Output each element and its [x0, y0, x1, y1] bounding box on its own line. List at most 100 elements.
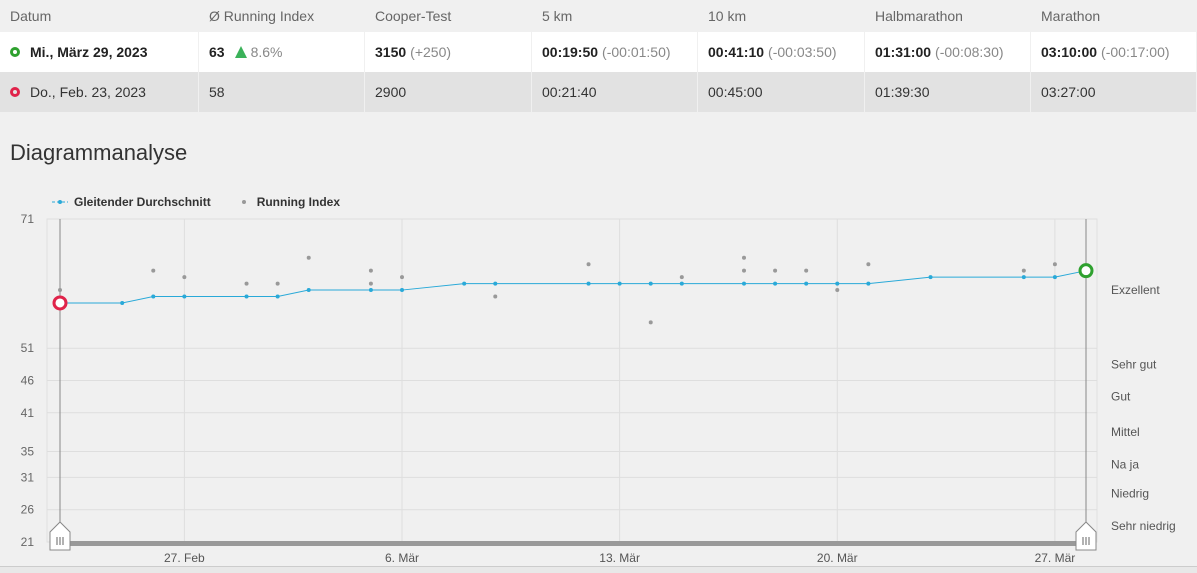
running-index-point[interactable]: [648, 320, 653, 325]
y-tick-label: 35: [21, 445, 35, 459]
header-10km[interactable]: 10 km: [708, 8, 747, 24]
comparison-table: Datum Ø Running Index Cooper-Test 5 km 1…: [0, 0, 1197, 112]
legend-running-index[interactable]: Running Index: [237, 195, 340, 209]
legend-moving-average-label: Gleitender Durchschnitt: [74, 195, 211, 209]
table-row-previous[interactable]: Do., Feb. 23, 2023 58 2900 00:21:40 00:4…: [0, 72, 1197, 112]
chart-legend: Gleitender Durchschnitt Running Index: [52, 195, 366, 209]
current-10km-change: (-00:03:50): [768, 44, 837, 60]
section-title: Diagrammanalyse: [10, 140, 188, 165]
current-marker[interactable]: [1078, 263, 1094, 279]
previous-marker-icon: [10, 87, 20, 97]
current-marathon: 03:10:00: [1041, 44, 1098, 60]
current-half-change: (-00:08:30): [935, 44, 1004, 60]
moving-average-point[interactable]: [773, 281, 778, 286]
header-marathon[interactable]: Marathon: [1041, 8, 1101, 24]
moving-average-point[interactable]: [151, 294, 156, 299]
trend-up-icon: [234, 46, 247, 58]
running-index-point[interactable]: [835, 288, 840, 293]
x-tick-label: 20. Mär: [817, 551, 858, 565]
running-index-point[interactable]: [151, 268, 156, 273]
header-date[interactable]: Datum: [10, 8, 52, 24]
running-index-point[interactable]: [368, 268, 373, 273]
header-running-index[interactable]: Ø Running Index: [209, 8, 315, 24]
previous-marker[interactable]: [52, 295, 68, 311]
category-label: Exzellent: [1111, 283, 1160, 297]
range-start-handle[interactable]: [49, 521, 71, 551]
running-index-point[interactable]: [400, 275, 404, 280]
running-index-point[interactable]: [306, 255, 311, 260]
moving-average-point[interactable]: [679, 281, 684, 286]
previous-marathon: 03:27:00: [1031, 72, 1197, 112]
legend-running-index-label: Running Index: [256, 195, 341, 209]
category-label: Gut: [1111, 390, 1131, 404]
table-row-current[interactable]: Mi., März 29, 2023 63 8.6% 3150 (+250) 0…: [0, 32, 1197, 72]
running-index-point[interactable]: [244, 281, 249, 286]
moving-average-point[interactable]: [400, 288, 404, 293]
running-index-point[interactable]: [1052, 262, 1057, 267]
range-slider-track[interactable]: [60, 541, 1086, 546]
category-label: Sehr niedrig: [1111, 519, 1176, 533]
moving-average-point[interactable]: [462, 281, 467, 286]
moving-average-line: [60, 270, 1087, 304]
y-tick-label: 71: [21, 212, 35, 226]
x-tick-label: 27. Feb: [164, 551, 205, 565]
previous-date: Do., Feb. 23, 2023: [30, 84, 146, 100]
current-running-index-change: 8.6%: [250, 44, 283, 60]
running-index-point[interactable]: [1021, 268, 1026, 273]
legend-moving-average[interactable]: Gleitender Durchschnitt: [52, 195, 211, 209]
running-index-point[interactable]: [493, 294, 498, 299]
moving-average-point[interactable]: [182, 294, 187, 299]
running-index-point[interactable]: [742, 268, 746, 273]
moving-average-point[interactable]: [368, 288, 373, 293]
moving-average-point[interactable]: [120, 300, 125, 305]
previous-half: 01:39:30: [865, 72, 1031, 112]
header-5km[interactable]: 5 km: [542, 8, 573, 24]
category-label: Na ja: [1111, 457, 1139, 471]
moving-average-point[interactable]: [1052, 275, 1057, 280]
running-index-legend-icon: [241, 200, 246, 204]
running-index-point[interactable]: [368, 281, 373, 286]
current-half-cell: 01:31:00 (-00:08:30): [865, 32, 1031, 72]
x-tick-label: 27. Mär: [1035, 551, 1076, 565]
current-marathon-cell: 03:10:00 (-00:17:00): [1031, 32, 1197, 72]
moving-average-point[interactable]: [586, 281, 591, 286]
moving-average-point[interactable]: [275, 294, 280, 299]
range-end-handle[interactable]: [1075, 521, 1097, 551]
current-cooper: 3150: [375, 44, 407, 60]
running-index-point[interactable]: [182, 275, 187, 280]
running-index-point[interactable]: [866, 262, 871, 267]
current-running-index-cell: 63 8.6%: [199, 32, 365, 72]
moving-average-point[interactable]: [1021, 275, 1026, 280]
running-index-point[interactable]: [773, 268, 778, 273]
running-index-point[interactable]: [742, 255, 746, 260]
header-half-marathon[interactable]: Halbmarathon: [875, 8, 963, 24]
current-date: Mi., März 29, 2023: [30, 44, 148, 60]
previous-cooper: 2900: [365, 72, 532, 112]
moving-average-point[interactable]: [306, 288, 311, 293]
table-header-row: Datum Ø Running Index Cooper-Test 5 km 1…: [0, 0, 1197, 32]
moving-average-point[interactable]: [804, 281, 809, 286]
running-index-point[interactable]: [58, 288, 62, 293]
moving-average-point[interactable]: [742, 281, 746, 286]
current-cooper-cell: 3150 (+250): [365, 32, 532, 72]
running-index-point[interactable]: [586, 262, 591, 267]
moving-average-point[interactable]: [244, 294, 249, 299]
current-running-index: 63: [209, 44, 225, 60]
running-index-point[interactable]: [275, 281, 280, 286]
current-half: 01:31:00: [875, 44, 932, 60]
moving-average-point[interactable]: [928, 275, 933, 280]
moving-average-point[interactable]: [617, 281, 622, 286]
current-5km-change: (-00:01:50): [602, 44, 671, 60]
moving-average-point[interactable]: [493, 281, 498, 286]
moving-average-point[interactable]: [648, 281, 653, 286]
y-tick-label: 21: [21, 535, 35, 549]
moving-average-point[interactable]: [866, 281, 871, 286]
x-tick-label: 13. Mär: [599, 551, 640, 565]
moving-average-point[interactable]: [835, 281, 840, 286]
current-10km-cell: 00:41:10 (-00:03:50): [698, 32, 865, 72]
running-index-point[interactable]: [804, 268, 809, 273]
header-cooper[interactable]: Cooper-Test: [375, 8, 452, 24]
current-5km: 00:19:50: [542, 44, 599, 60]
running-index-point[interactable]: [679, 275, 684, 280]
current-10km: 00:41:10: [708, 44, 765, 60]
